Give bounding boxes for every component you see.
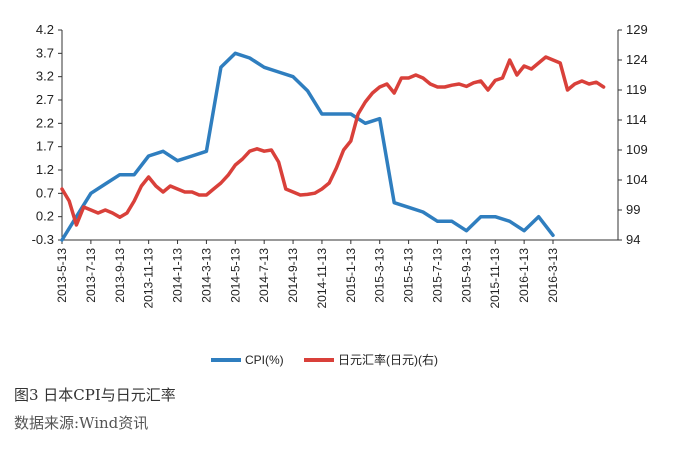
- x-tick-label: 2014-7-13: [257, 248, 271, 303]
- x-tick-label: 2013-11-13: [142, 248, 156, 309]
- legend-label-cpi: CPI(%): [245, 353, 284, 367]
- chart: -0.3 0.2 0.7 1.2 1.7 2.2 2.7 3.2 3.7 4.2 94 99 104 1…: [32, 22, 648, 367]
- right-tick-label: 114: [626, 112, 647, 127]
- x-tick-label: 2015-1-13: [344, 248, 358, 303]
- left-tick-label: -0.3: [32, 232, 54, 247]
- left-tick-label: 0.2: [36, 209, 54, 224]
- x-tick-label: 2013-7-13: [84, 248, 98, 303]
- x-tick-label: 2014-3-13: [199, 248, 213, 303]
- x-tick-label: 2015-5-13: [402, 248, 416, 303]
- left-tick-label: 1.7: [36, 139, 54, 154]
- x-tick-label: 2013-5-13: [55, 248, 69, 303]
- x-tick-label: 2014-1-13: [171, 248, 185, 303]
- left-axis: -0.3 0.2 0.7 1.2 1.7 2.2 2.7 3.2 3.7 4.2: [32, 22, 62, 247]
- left-tick-label: 1.2: [36, 162, 54, 177]
- left-tick-label: 2.2: [36, 115, 54, 130]
- right-tick-label: 109: [626, 142, 648, 157]
- right-tick-label: 99: [626, 202, 640, 217]
- left-tick-label: 3.7: [36, 45, 54, 60]
- left-tick-label: 4.2: [36, 22, 54, 37]
- right-tick-label: 119: [626, 82, 647, 97]
- series-group: [60, 51, 606, 242]
- right-tick-label: 94: [626, 232, 640, 247]
- right-tick-label: 104: [626, 172, 648, 187]
- right-axis: 94 99 104 109 114 119 124 129: [618, 22, 648, 247]
- x-tick-label: 2016-1-13: [517, 248, 531, 303]
- x-tick-label: 2016-3-13: [546, 248, 560, 303]
- data-source: 数据来源:Wind资讯: [14, 414, 149, 432]
- x-tick-label: 2014-11-13: [315, 248, 329, 309]
- x-tick-label: 2014-5-13: [228, 248, 242, 303]
- chart-plot-area: [61, 30, 619, 241]
- x-tick-label: 2015-11-13: [488, 248, 502, 309]
- x-tick-label: 2015-7-13: [430, 248, 444, 303]
- x-tick-label: 2014-9-13: [286, 248, 300, 303]
- jpy-exchange-rate-line: [60, 55, 606, 227]
- legend-label-jpy: 日元汇率(日元)(右): [338, 352, 438, 367]
- x-tick-label: 2015-9-13: [459, 248, 473, 303]
- left-tick-label: 3.2: [36, 69, 54, 84]
- figure-caption: 图3 日本CPI与日元汇率: [14, 386, 176, 404]
- x-tick-label: 2013-9-13: [113, 248, 127, 303]
- right-tick-label: 129: [626, 22, 648, 37]
- legend: CPI(%) 日元汇率(日元)(右): [211, 352, 438, 367]
- left-tick-label: 0.7: [36, 185, 54, 200]
- x-axis: 2013-5-13 2013-7-13 2013-9-13 2013-11-13 201…: [55, 240, 560, 309]
- left-tick-label: 2.7: [36, 92, 54, 107]
- right-tick-label: 124: [626, 52, 648, 67]
- cpi-line: [60, 51, 555, 242]
- x-tick-label: 2015-3-13: [373, 248, 387, 303]
